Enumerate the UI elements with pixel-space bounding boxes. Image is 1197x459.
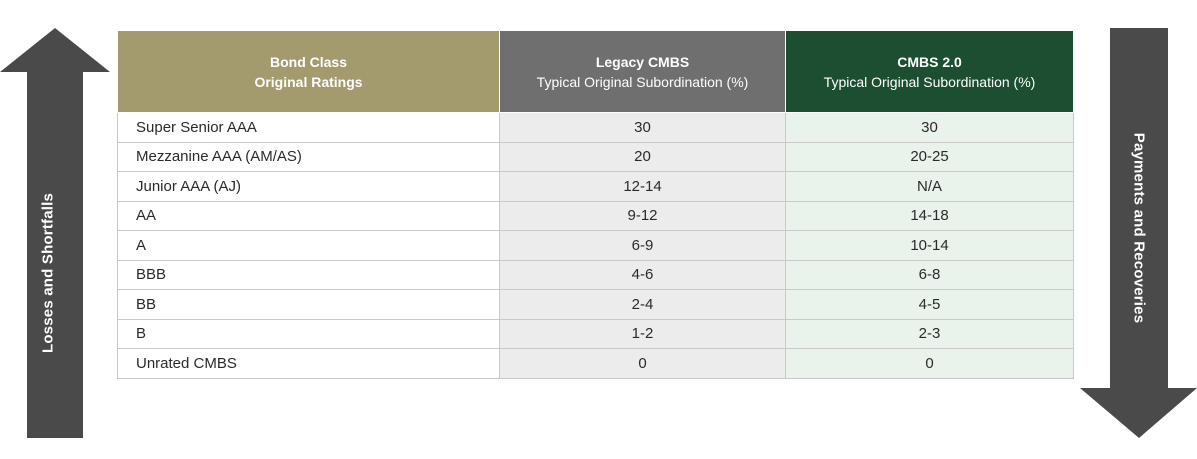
cell-legacy: 0 <box>499 348 786 379</box>
table-row: A 6-9 10-14 <box>117 230 1074 261</box>
cell-legacy: 20 <box>499 141 786 172</box>
table-row: Junior AAA (AJ) 12-14 N/A <box>117 171 1074 202</box>
losses-up-arrow: Losses and Shortfalls <box>0 28 110 438</box>
table-row: BBB 4-6 6-8 <box>117 259 1074 290</box>
cell-bond-class: BB <box>117 289 500 320</box>
cell-legacy: 4-6 <box>499 259 786 290</box>
cell-legacy: 6-9 <box>499 230 786 261</box>
up-arrow-icon <box>0 28 110 438</box>
header-title: Bond Class <box>269 53 347 70</box>
cell-cmbs2: 0 <box>785 348 1074 379</box>
cell-legacy: 9-12 <box>499 200 786 231</box>
header-cmbs-2: CMBS 2.0 Typical Original Subordination … <box>785 30 1074 113</box>
cell-bond-class: Mezzanine AAA (AM/AS) <box>117 141 500 172</box>
table-row: BB 2-4 4-5 <box>117 289 1074 320</box>
table-header-row: Bond Class Original Ratings Legacy CMBS … <box>117 30 1074 113</box>
table-row: B 1-2 2-3 <box>117 318 1074 349</box>
header-subtitle: Original Ratings <box>254 73 363 90</box>
payments-down-arrow: Payments and Recoveries <box>1080 28 1197 438</box>
table-row: AA 9-12 14-18 <box>117 200 1074 231</box>
cell-cmbs2: 4-5 <box>785 289 1074 320</box>
header-legacy-cmbs: Legacy CMBS Typical Original Subordinati… <box>499 30 786 113</box>
table-row: Super Senior AAA 30 30 <box>117 112 1074 143</box>
cell-bond-class: AA <box>117 200 500 231</box>
cell-cmbs2: N/A <box>785 171 1074 202</box>
cell-legacy: 2-4 <box>499 289 786 320</box>
losses-label: Losses and Shortfalls <box>39 192 57 354</box>
header-subtitle: Typical Original Subordination (%) <box>536 73 749 90</box>
cell-cmbs2: 6-8 <box>785 259 1074 290</box>
cell-legacy: 1-2 <box>499 318 786 349</box>
header-title: CMBS 2.0 <box>897 53 962 70</box>
cell-legacy: 12-14 <box>499 171 786 202</box>
subordination-table: Bond Class Original Ratings Legacy CMBS … <box>117 30 1074 379</box>
cell-legacy: 30 <box>499 112 786 143</box>
cell-cmbs2: 30 <box>785 112 1074 143</box>
header-bond-class: Bond Class Original Ratings <box>117 30 500 113</box>
cell-bond-class: Unrated CMBS <box>117 348 500 379</box>
cell-bond-class: Junior AAA (AJ) <box>117 171 500 202</box>
cell-cmbs2: 2-3 <box>785 318 1074 349</box>
down-arrow-icon <box>1080 28 1197 438</box>
cell-cmbs2: 20-25 <box>785 141 1074 172</box>
table-row: Mezzanine AAA (AM/AS) 20 20-25 <box>117 141 1074 172</box>
payments-label: Payments and Recoveries <box>1130 132 1148 324</box>
cell-bond-class: BBB <box>117 259 500 290</box>
header-subtitle: Typical Original Subordination (%) <box>823 73 1036 90</box>
cell-cmbs2: 14-18 <box>785 200 1074 231</box>
cell-bond-class: Super Senior AAA <box>117 112 500 143</box>
cell-bond-class: A <box>117 230 500 261</box>
cell-cmbs2: 10-14 <box>785 230 1074 261</box>
table-row: Unrated CMBS 0 0 <box>117 348 1074 379</box>
header-title: Legacy CMBS <box>595 53 690 70</box>
cell-bond-class: B <box>117 318 500 349</box>
